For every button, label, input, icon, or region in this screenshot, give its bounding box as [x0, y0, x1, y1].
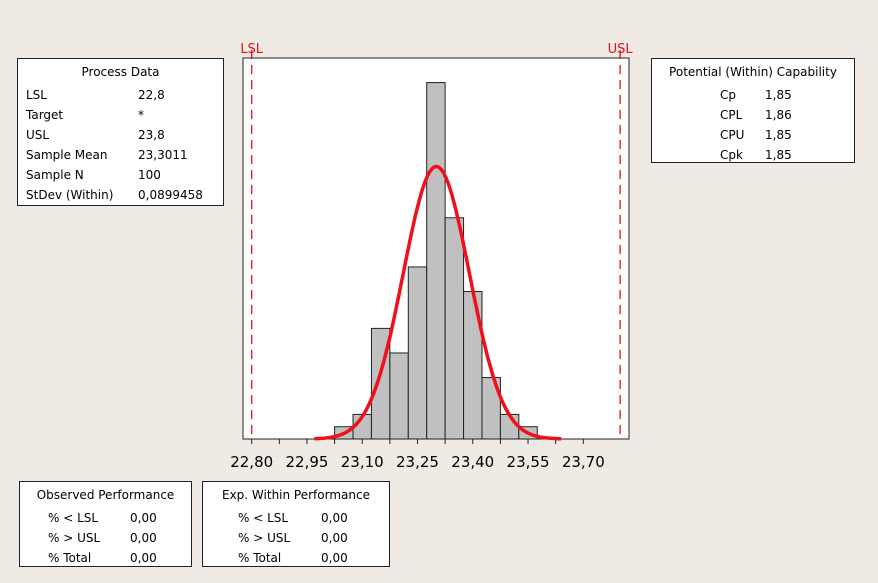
row-label: % Total	[48, 551, 92, 565]
row-value: 1,86	[765, 108, 792, 122]
data-row: CPU 1,85	[652, 125, 854, 145]
x-tick-label: 23,25	[396, 453, 439, 471]
data-row: % Total 0,00	[203, 548, 389, 568]
row-label: CPU	[720, 128, 745, 142]
histogram-bar	[426, 82, 446, 440]
spec-limits: LSL USL	[240, 42, 633, 439]
data-row: Cp 1,85	[652, 85, 854, 105]
lsl-label: LSL	[240, 42, 263, 57]
data-row: Sample N 100	[18, 165, 223, 185]
data-row: StDev (Within) 0,0899458	[18, 185, 223, 205]
process-data-title: Process Data	[81, 65, 160, 79]
row-label: Cpk	[720, 148, 743, 162]
potential-capability-title: Potential (Within) Capability	[669, 65, 837, 79]
row-value: 1,85	[765, 128, 792, 142]
usl-label: USL	[608, 42, 634, 57]
data-row: % < LSL 0,00	[203, 508, 389, 528]
row-label: Cp	[720, 88, 736, 102]
data-row: USL 23,8	[18, 125, 223, 145]
expected-performance-title: Exp. Within Performance	[222, 488, 370, 502]
row-value: 0,00	[321, 531, 348, 545]
row-label: Target	[26, 108, 64, 122]
row-value: 0,00	[321, 511, 348, 525]
row-label: StDev (Within)	[26, 188, 114, 202]
row-label: % < LSL	[48, 511, 99, 525]
histogram-bar	[407, 266, 428, 440]
process-data-panel: Process Data LSL 22,8 Target * USL 23,8 Sample…	[17, 58, 224, 206]
row-value: 0,00	[130, 531, 157, 545]
data-row: % > USL 0,00	[20, 528, 191, 548]
row-value: 23,8	[138, 128, 165, 142]
row-value: *	[138, 108, 144, 122]
data-row: LSL 22,8	[18, 85, 223, 105]
x-tick-label: 23,10	[341, 453, 384, 471]
row-value: 1,85	[765, 88, 792, 102]
observed-performance-panel: Observed Performance % < LSL 0,00 % > USL 0…	[19, 481, 192, 567]
potential-capability-panel: Potential (Within) Capability Cp 1,85 CPL 1…	[651, 58, 855, 163]
row-value: 0,00	[321, 551, 348, 565]
data-row: Sample Mean 23,3011	[18, 145, 223, 165]
data-row: Target *	[18, 105, 223, 125]
row-value: 0,0899458	[138, 188, 203, 202]
row-value: 100	[138, 168, 161, 182]
row-label: CPL	[720, 108, 743, 122]
x-axis: 22,80 22,95 23,10 23,25 23,40 23,55 23,70	[230, 439, 605, 471]
row-label: Sample Mean	[26, 148, 108, 162]
row-label: % Total	[238, 551, 282, 565]
row-label: % > USL	[48, 531, 101, 545]
x-tick-label: 22,95	[285, 453, 328, 471]
data-row: % < LSL 0,00	[20, 508, 191, 528]
row-label: % < LSL	[238, 511, 289, 525]
observed-performance-title: Observed Performance	[36, 488, 175, 502]
row-value: 0,00	[130, 551, 157, 565]
histogram-bar	[481, 377, 501, 440]
normal-curve	[314, 164, 562, 441]
row-value: 1,85	[765, 148, 792, 162]
histogram-bar	[389, 352, 409, 440]
x-tick-label: 23,70	[562, 453, 605, 471]
data-row: % > USL 0,00	[203, 528, 389, 548]
row-label: USL	[26, 128, 50, 142]
histogram-bar	[444, 217, 465, 440]
row-value: 23,3011	[138, 148, 188, 162]
data-row: % Total 0,00	[20, 548, 191, 568]
row-label: Sample N	[26, 168, 84, 182]
row-label: LSL	[26, 88, 47, 102]
x-tick-label: 23,40	[451, 453, 494, 471]
x-tick-label: 23,55	[507, 453, 550, 471]
data-row: CPL 1,86	[652, 105, 854, 125]
row-label: % > USL	[238, 531, 291, 545]
expected-performance-panel: Exp. Within Performance % < LSL 0,00% > U…	[202, 481, 390, 567]
x-tick-label: 22,80	[230, 453, 273, 471]
row-value: 22,8	[138, 88, 165, 102]
row-value: 0,00	[130, 511, 157, 525]
data-row: Cpk 1,85	[652, 145, 854, 165]
